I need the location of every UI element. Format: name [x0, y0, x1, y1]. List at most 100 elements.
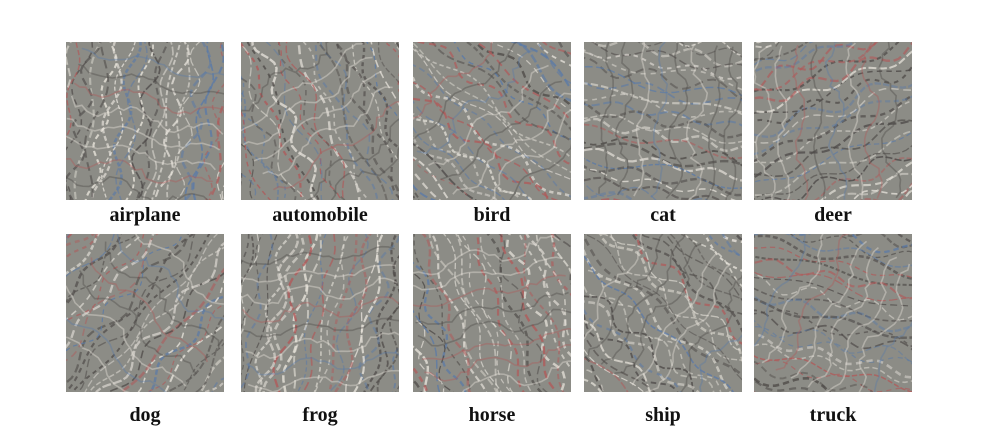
- texture-stroke: [429, 234, 507, 392]
- panel-automobile: automobile: [241, 42, 399, 226]
- texture-stroke: [584, 159, 742, 200]
- panel-bird: bird: [413, 42, 571, 226]
- texture-stroke: [241, 264, 396, 283]
- texture-stroke: [291, 42, 376, 200]
- texture-stroke: [297, 42, 390, 200]
- texture-stroke: [413, 61, 571, 200]
- texture-stroke: [413, 234, 490, 392]
- texture-stroke: [100, 251, 224, 392]
- texture-stroke: [584, 234, 742, 392]
- texture-stroke: [790, 240, 868, 379]
- texture-stroke: [413, 74, 567, 200]
- texture-stroke: [66, 234, 218, 392]
- texture-stroke: [273, 42, 358, 200]
- texture-stroke: [594, 234, 742, 371]
- texture-stroke: [243, 317, 399, 338]
- texture-stroke: [584, 42, 742, 78]
- pattern-image-horse: [413, 234, 571, 392]
- class-label-truck: truck: [809, 404, 857, 426]
- texture-stroke: [460, 42, 571, 126]
- texture-stroke: [754, 98, 912, 174]
- texture-stroke: [66, 234, 179, 368]
- texture-stroke: [66, 117, 221, 151]
- panel-truck: truck: [754, 234, 912, 426]
- texture-stroke: [241, 234, 273, 392]
- texture-stroke: [73, 42, 111, 200]
- pattern-svg: [584, 234, 742, 392]
- texture-stroke: [705, 45, 721, 200]
- texture-stroke: [78, 234, 224, 392]
- visualization-grid: airplane automobile bird cat deer dog fr…: [66, 42, 914, 432]
- texture-stroke: [584, 56, 742, 101]
- texture-stroke: [428, 64, 549, 166]
- texture-stroke: [754, 135, 912, 200]
- texture-stroke: [66, 42, 107, 200]
- texture-stroke: [614, 234, 742, 344]
- texture-stroke: [418, 42, 571, 181]
- texture-stroke: [754, 70, 912, 157]
- texture-stroke: [754, 234, 912, 260]
- texture-stroke: [631, 252, 717, 386]
- pattern-image-airplane: [66, 42, 224, 200]
- texture-stroke: [365, 234, 399, 392]
- texture-stroke: [602, 234, 742, 360]
- panel-cat: cat: [584, 42, 742, 226]
- texture-stroke: [147, 42, 185, 200]
- texture-stroke: [183, 42, 223, 200]
- texture-stroke: [66, 234, 186, 371]
- texture-stroke: [249, 42, 351, 200]
- texture-stroke: [413, 61, 566, 200]
- texture-stroke: [70, 95, 224, 135]
- texture-stroke: [413, 42, 514, 126]
- texture-stroke: [424, 344, 571, 382]
- texture-stroke: [268, 234, 317, 392]
- texture-stroke: [66, 234, 159, 352]
- texture-stroke: [413, 234, 560, 276]
- panel-airplane: airplane: [66, 42, 224, 226]
- texture-stroke: [428, 234, 502, 392]
- texture-stroke: [306, 42, 394, 200]
- texture-stroke: [584, 272, 725, 392]
- texture-stroke: [635, 234, 742, 330]
- texture-stroke: [676, 280, 742, 392]
- texture-stroke: [441, 234, 527, 392]
- texture-stroke: [123, 272, 224, 392]
- texture-stroke: [475, 119, 571, 200]
- texture-stroke: [761, 234, 832, 364]
- texture-stroke: [241, 42, 307, 200]
- pattern-image-deer: [754, 42, 912, 200]
- texture-stroke: [754, 322, 912, 379]
- texture-stroke: [251, 42, 337, 200]
- texture-stroke: [584, 256, 733, 392]
- texture-stroke: [754, 109, 912, 195]
- texture-stroke: [754, 274, 912, 333]
- pattern-svg: [413, 234, 571, 392]
- texture-stroke: [584, 244, 742, 392]
- texture-stroke: [101, 42, 137, 200]
- texture-stroke: [465, 104, 571, 200]
- pattern-image-truck: [754, 234, 912, 392]
- texture-stroke: [331, 234, 383, 392]
- texture-stroke: [115, 234, 224, 337]
- pattern-svg: [66, 42, 224, 200]
- texture-stroke: [754, 309, 912, 365]
- texture-stroke: [584, 175, 742, 200]
- texture-stroke: [84, 42, 126, 200]
- texture-stroke: [754, 94, 912, 183]
- pattern-svg: [66, 234, 224, 392]
- texture-stroke: [841, 263, 911, 392]
- texture-stroke: [754, 104, 912, 190]
- texture-stroke: [754, 42, 912, 94]
- texture-stroke: [413, 256, 563, 291]
- texture-stroke: [241, 42, 315, 200]
- texture-stroke: [584, 234, 659, 346]
- texture-stroke: [446, 42, 571, 147]
- texture-stroke: [90, 257, 209, 363]
- texture-stroke: [416, 49, 537, 155]
- texture-stroke: [584, 103, 742, 150]
- texture-stroke: [66, 234, 191, 379]
- texture-stroke: [754, 248, 912, 310]
- texture-stroke: [413, 234, 445, 392]
- texture-stroke: [66, 234, 200, 390]
- texture-stroke: [202, 42, 224, 200]
